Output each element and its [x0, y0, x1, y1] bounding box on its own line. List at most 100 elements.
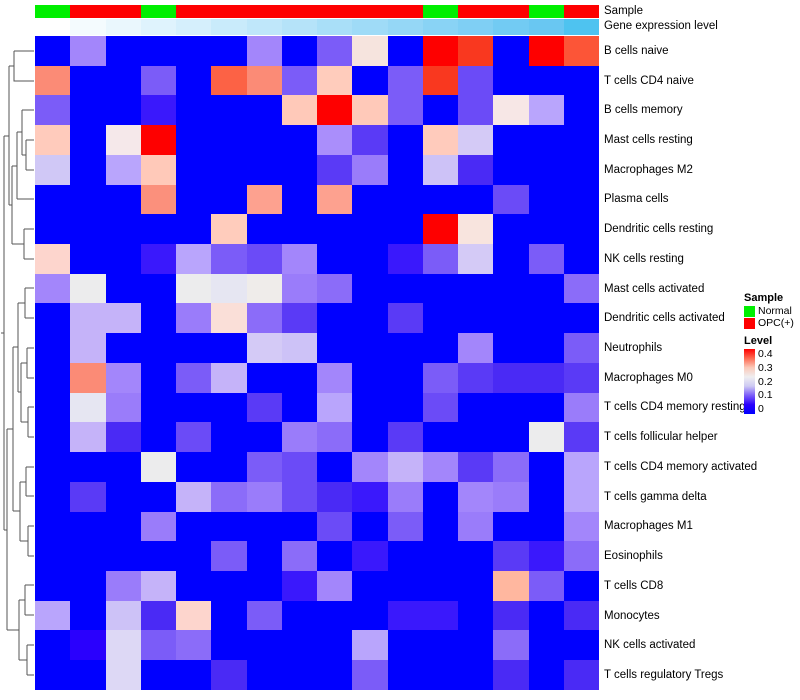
heatmap-cell [105, 154, 141, 185]
heatmap-cell [70, 125, 106, 155]
heatmap-row-label: T cells CD4 memory resting [604, 401, 746, 414]
heatmap-cell [528, 392, 564, 423]
gene-expression-annotation-cell [246, 19, 282, 35]
heatmap-cell [458, 214, 494, 245]
heatmap-cell [35, 511, 71, 542]
heatmap-cell [70, 541, 106, 571]
heatmap-cell [211, 452, 247, 482]
heatmap-cell [422, 333, 458, 363]
heatmap-cell [458, 600, 494, 631]
heatmap-cell [352, 154, 388, 185]
heatmap-cell [35, 154, 71, 185]
heatmap-cell [281, 214, 317, 245]
heatmap-cell [140, 125, 176, 155]
gene-expression-annotation-cell [352, 19, 388, 35]
heatmap-cell [563, 36, 599, 66]
heatmap-cell [176, 511, 212, 542]
heatmap-cell [458, 422, 494, 453]
heatmap-cell [352, 660, 388, 690]
heatmap-cell [563, 660, 599, 690]
level-legend: Level 0.4 0.3 0.2 0.1 0 [744, 335, 800, 414]
heatmap-cell [352, 570, 388, 601]
heatmap-row-label: T cells regulatory Tregs [604, 668, 724, 681]
heatmap-row-label: T cells follicular helper [604, 431, 718, 444]
sample-annotation-cell [140, 5, 176, 18]
sample-annotation-cell [211, 5, 247, 18]
heatmap-cell [140, 154, 176, 185]
heatmap-cell [211, 541, 247, 571]
sample-legend-item: OPC(+) [744, 318, 800, 329]
heatmap-cell [422, 184, 458, 215]
heatmap-cell [35, 570, 71, 601]
heatmap-cell [352, 422, 388, 453]
gene-expression-annotation-cell [281, 19, 317, 35]
heatmap-row [35, 244, 599, 274]
heatmap-cell [176, 541, 212, 571]
heatmap-cell [140, 214, 176, 245]
heatmap-row [35, 481, 599, 512]
heatmap-cell [422, 630, 458, 661]
heatmap-cell [317, 541, 353, 571]
heatmap-cell [387, 570, 423, 601]
heatmap-cell [211, 273, 247, 304]
heatmap-cell [493, 600, 529, 631]
heatmap-cell [35, 333, 71, 363]
heatmap-cell [563, 184, 599, 215]
heatmap-cell [140, 541, 176, 571]
sample-annotation-cell [317, 5, 353, 18]
heatmap-cell [105, 95, 141, 126]
heatmap-cell [140, 362, 176, 393]
heatmap-cell [387, 600, 423, 631]
heatmap-cell [528, 65, 564, 96]
heatmap-row-label: T cells CD4 memory activated [604, 460, 758, 473]
heatmap-row-label: T cells CD8 [604, 579, 664, 592]
heatmap-cell [352, 511, 388, 542]
heatmap-row-label: Neutrophils [604, 342, 663, 355]
heatmap-cell [458, 65, 494, 96]
heatmap-cell [528, 214, 564, 245]
heatmap-cell [35, 65, 71, 96]
heatmap-cell [176, 95, 212, 126]
heatmap-row-label: Plasma cells [604, 193, 669, 206]
heatmap-cell [387, 333, 423, 363]
heatmap-cell [422, 600, 458, 631]
heatmap-cell [176, 36, 212, 66]
heatmap-cell [458, 154, 494, 185]
heatmap-cell [317, 303, 353, 334]
heatmap-cell [317, 630, 353, 661]
heatmap-cell [105, 36, 141, 66]
heatmap-cell [387, 154, 423, 185]
heatmap-cell [140, 273, 176, 304]
heatmap-cell [352, 333, 388, 363]
heatmap-cell [140, 333, 176, 363]
heatmap-cell [317, 184, 353, 215]
heatmap-cell [352, 184, 388, 215]
heatmap-cell [211, 600, 247, 631]
heatmap-cell [140, 65, 176, 96]
heatmap-cell [387, 95, 423, 126]
heatmap-cell [387, 452, 423, 482]
heatmap-cell [70, 392, 106, 423]
heatmap-cell [387, 125, 423, 155]
sample-annotation-cell [387, 5, 423, 18]
heatmap-cell [281, 481, 317, 512]
heatmap-cell [563, 65, 599, 96]
heatmap-cell [422, 392, 458, 423]
heatmap-cell [105, 452, 141, 482]
heatmap-cell [563, 125, 599, 155]
heatmap-cell [211, 154, 247, 185]
heatmap-row [35, 511, 599, 542]
heatmap-cell [211, 570, 247, 601]
heatmap-cell [70, 36, 106, 66]
gene-expression-annotation-cell [528, 19, 564, 35]
heatmap-cell [563, 303, 599, 334]
sample-annotation-cell [246, 5, 282, 18]
heatmap-row-label: NK cells activated [604, 639, 696, 652]
sample-annotation-label: Sample [604, 5, 643, 17]
heatmap-cell [105, 630, 141, 661]
heatmap-cell [422, 244, 458, 274]
level-colorbar [744, 349, 755, 414]
heatmap-cell [563, 273, 599, 304]
heatmap-cell [493, 660, 529, 690]
heatmap-cell [70, 154, 106, 185]
